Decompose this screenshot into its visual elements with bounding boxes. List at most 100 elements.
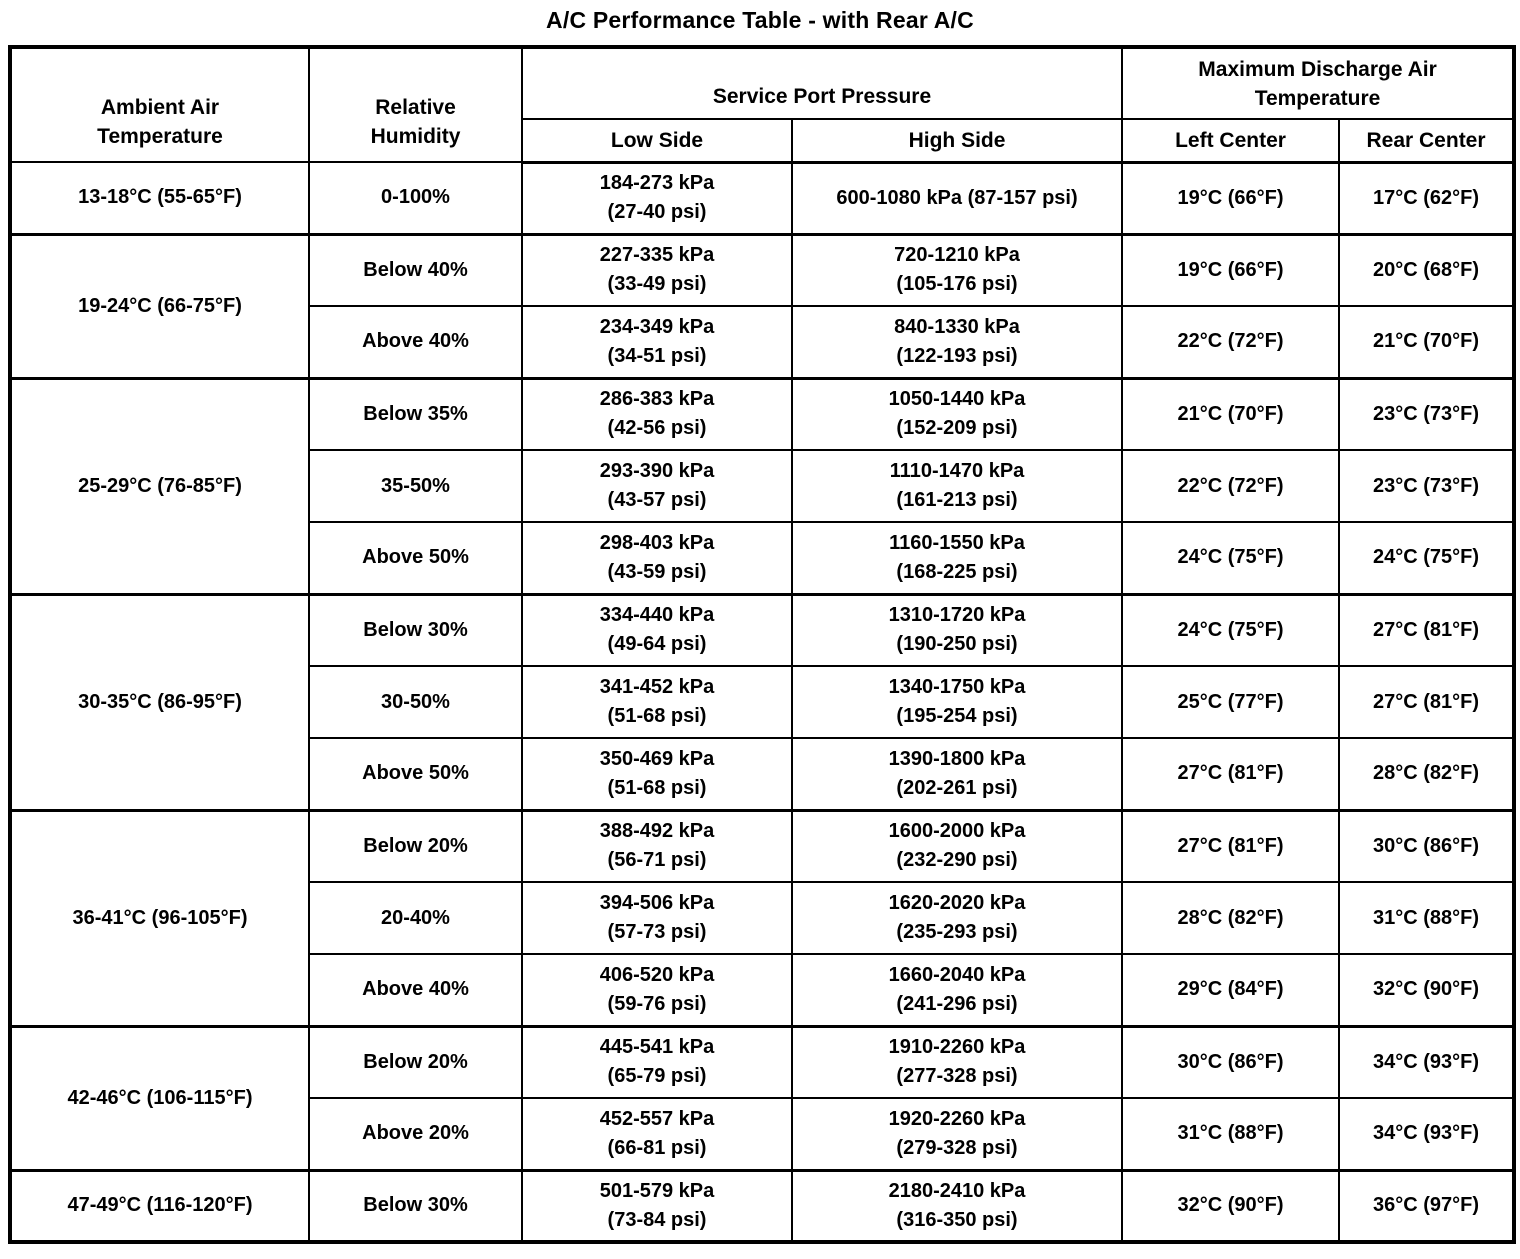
low-side-pressure-line: 293-390 kPa — [599, 460, 715, 482]
header-maximum-discharge-air-temperature: Maximum Discharge Air Temperature — [1121, 46, 1516, 120]
high-side-pressure-line: 1310-1720 kPa — [888, 604, 1026, 627]
left-center-discharge-temp-cell: 22°C (72°F) — [1121, 305, 1341, 379]
low-side-pressure-cell: 406-520 kPa (59-76 psi) — [521, 953, 793, 1027]
high-side-pressure-cell: 1910-2260 kPa (277-328 psi) — [790, 1024, 1124, 1099]
low-side-pressure-line: (73-84 psi) — [607, 1208, 707, 1231]
header-low-side: Low Side — [521, 118, 793, 164]
low-side-pressure-cell: 388-492 kPa (56-71 psi) — [521, 808, 793, 883]
left-center-discharge-temp-cell: 21°C (70°F) — [1121, 376, 1341, 451]
high-side-pressure-line: (232-290 psi) — [896, 849, 1018, 872]
low-side-pressure-cell: 452-557 kPa (66-81 psi) — [521, 1097, 793, 1171]
header-left-center: Left Center — [1121, 118, 1341, 164]
high-side-pressure-line: (161-213 psi) — [896, 489, 1018, 511]
page-title: A/C Performance Table - with Rear A/C — [546, 7, 974, 33]
relative-humidity-cell: Below 35% — [308, 376, 523, 451]
table-row: 36-41°C (96-105°F) Below 20% 388-492 kPa (5… — [9, 808, 1516, 1027]
low-side-pressure-line: 388-492 kPa — [599, 820, 715, 843]
left-center-discharge-temp-cell: 30°C (86°F) — [1121, 1024, 1341, 1099]
high-side-pressure-cell: 2180-2410 kPa (316-350 psi) — [790, 1168, 1124, 1243]
low-side-pressure-line: (65-79 psi) — [607, 1065, 707, 1088]
high-side-pressure-cell: 1310-1720 kPa (190-250 psi) — [790, 592, 1124, 667]
rear-center-discharge-temp-cell: 36°C (97°F) — [1338, 1168, 1516, 1243]
rear-center-discharge-temp-cell: 32°C (90°F) — [1338, 953, 1516, 1027]
table-row: 25-29°C (76-85°F) Below 35% 286-383 kPa (42… — [9, 376, 1516, 595]
high-side-pressure-line: (316-350 psi) — [896, 1208, 1018, 1231]
table-row: Above 40% 406-520 kPa (59-76 psi) 1660-2040… — [10, 953, 1516, 1027]
low-side-pressure-line: 298-403 kPa — [599, 531, 715, 554]
low-side-pressure-cell: 394-506 kPa (57-73 psi) — [521, 881, 793, 955]
low-side-pressure-cell: 184-273 kPa (27-40 psi) — [521, 161, 793, 235]
table-row: Above 20% 452-557 kPa (66-81 psi) 1920-2260… — [10, 1097, 1516, 1171]
high-side-pressure-line: (279-328 psi) — [896, 1136, 1018, 1159]
relative-humidity-cell: Above 20% — [308, 1097, 523, 1171]
ambient-temperature-cell: 36-41°C (96-105°F) — [9, 808, 310, 1027]
table-row: 47-49°C (116-120°F) Below 30% 501-579 kPa (… — [9, 1168, 1516, 1243]
relative-humidity-cell: Above 40% — [308, 305, 523, 379]
relative-humidity-cell: Below 20% — [308, 1024, 523, 1099]
low-side-pressure-line: (27-40 psi) — [607, 201, 707, 223]
relative-humidity-cell: 30-50% — [308, 665, 523, 739]
high-side-pressure-line: 600-1080 kPa (87-157 psi) — [836, 186, 1078, 209]
rear-center-discharge-temp-cell: 31°C (88°F) — [1338, 881, 1516, 955]
high-side-pressure-cell: 1050-1440 kPa (152-209 psi) — [790, 376, 1124, 451]
ac-performance-table: Ambient Air Temperature Relative Humidit… — [8, 45, 1517, 1244]
header-service-port-pressure: Service Port Pressure — [520, 46, 1124, 120]
high-side-pressure-line: (195-254 psi) — [896, 705, 1018, 727]
high-side-pressure-line: (152-209 psi) — [896, 417, 1018, 440]
low-side-pressure-cell: 227-335 kPa (33-49 psi) — [521, 232, 793, 307]
high-side-pressure-cell: 1620-2020 kPa (235-293 psi) — [790, 881, 1124, 955]
high-side-pressure-cell: 1660-2040 kPa (241-296 psi) — [790, 953, 1124, 1027]
low-side-pressure-line: 501-579 kPa — [599, 1179, 715, 1202]
low-side-pressure-line: 184-273 kPa — [599, 172, 715, 194]
high-side-pressure-line: 1340-1750 kPa — [888, 676, 1026, 698]
low-side-pressure-line: (34-51 psi) — [607, 344, 707, 367]
low-side-pressure-cell: 234-349 kPa (34-51 psi) — [521, 305, 793, 379]
left-center-discharge-temp-cell: 19°C (66°F) — [1121, 161, 1341, 235]
low-side-pressure-cell: 286-383 kPa (42-56 psi) — [521, 376, 793, 451]
rear-center-discharge-temp-cell: 27°C (81°F) — [1338, 592, 1516, 667]
relative-humidity-cell: Above 50% — [308, 737, 523, 811]
header-line: Ambient Air — [100, 96, 220, 119]
low-side-pressure-line: 286-383 kPa — [599, 388, 715, 411]
low-side-pressure-line: (33-49 psi) — [607, 273, 707, 296]
high-side-pressure-line: 1160-1550 kPa — [889, 531, 1025, 554]
low-side-pressure-cell: 334-440 kPa (49-64 psi) — [521, 592, 793, 667]
header-rear-center: Rear Center — [1338, 118, 1516, 164]
left-center-discharge-temp-cell: 25°C (77°F) — [1121, 665, 1341, 739]
high-side-pressure-cell: 1110-1470 kPa (161-213 psi) — [790, 449, 1124, 523]
header-line: Temperature — [97, 125, 223, 148]
low-side-pressure-line: 341-452 kPa — [599, 676, 715, 698]
high-side-pressure-cell: 1390-1800 kPa (202-261 psi) — [790, 737, 1124, 811]
header-line: Relative — [375, 96, 456, 119]
low-side-pressure-line: (56-71 psi) — [607, 849, 707, 872]
header-line: Maximum Discharge Air — [1198, 57, 1437, 81]
table-body: 13-18°C (55-65°F) 0-100% 184-273 kPa (27-40… — [9, 161, 1516, 1243]
low-side-pressure-line: (42-56 psi) — [607, 417, 707, 440]
high-side-pressure-line: 2180-2410 kPa — [888, 1179, 1026, 1202]
table-header: Ambient Air Temperature Relative Humidit… — [9, 46, 1516, 164]
high-side-pressure-cell: 1600-2000 kPa (232-290 psi) — [790, 808, 1124, 883]
table-row: Above 40% 234-349 kPa (34-51 psi) 840-1330 … — [10, 305, 1516, 379]
relative-humidity-cell: 20-40% — [308, 881, 523, 955]
low-side-pressure-line: (51-68 psi) — [607, 705, 707, 727]
high-side-pressure-line: 1600-2000 kPa — [888, 820, 1026, 843]
low-side-pressure-cell: 298-403 kPa (43-59 psi) — [521, 521, 793, 595]
high-side-pressure-line: 840-1330 kPa — [894, 315, 1020, 338]
table-row: 20-40% 394-506 kPa (57-73 psi) 1620-2020 kP… — [10, 881, 1516, 955]
rear-center-discharge-temp-cell: 27°C (81°F) — [1338, 665, 1516, 739]
rear-center-discharge-temp-cell: 23°C (73°F) — [1338, 449, 1516, 523]
high-side-pressure-cell: 1920-2260 kPa (279-328 psi) — [790, 1097, 1124, 1171]
table-row: 30-50% 341-452 kPa (51-68 psi) 1340-1750 kP… — [10, 665, 1516, 739]
low-side-pressure-line: 334-440 kPa — [599, 604, 715, 627]
high-side-pressure-line: (105-176 psi) — [896, 273, 1018, 296]
high-side-pressure-cell: 1160-1550 kPa (168-225 psi) — [790, 521, 1124, 595]
table-row: Above 50% 350-469 kPa (51-68 psi) 1390-1800… — [10, 737, 1516, 811]
header-relative-humidity: Relative Humidity — [308, 46, 523, 163]
low-side-pressure-line: 350-469 kPa — [599, 747, 715, 770]
left-center-discharge-temp-cell: 28°C (82°F) — [1121, 881, 1341, 955]
rear-center-discharge-temp-cell: 17°C (62°F) — [1338, 161, 1516, 235]
left-center-discharge-temp-cell: 24°C (75°F) — [1121, 592, 1341, 667]
low-side-pressure-line: (43-59 psi) — [607, 560, 707, 583]
low-side-pressure-line: 234-349 kPa — [599, 315, 715, 338]
page: A/C Performance Table - with Rear A/C Am… — [0, 7, 1520, 1244]
